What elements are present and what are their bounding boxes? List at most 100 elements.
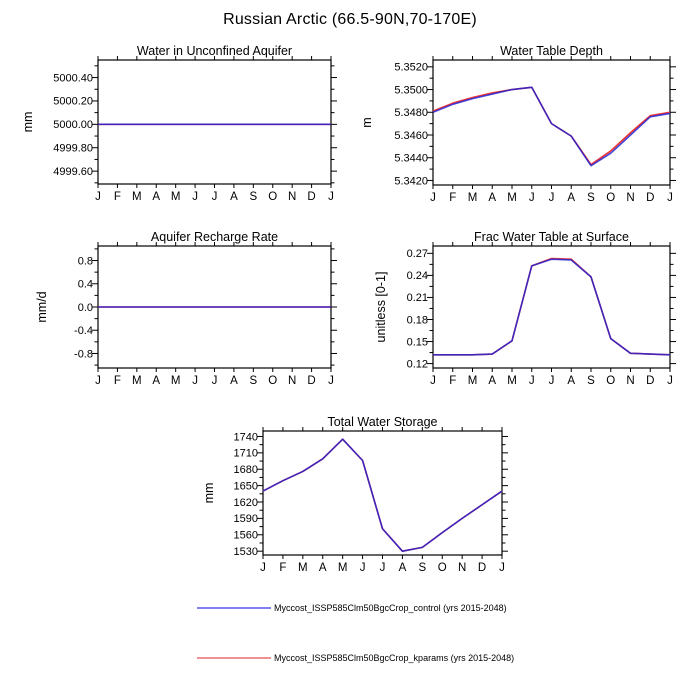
panel-title: Frac Water Table at Surface: [474, 230, 629, 244]
legend-line-swatch-kparams: [197, 657, 271, 659]
y-tick-label: 0.24: [407, 270, 428, 282]
x-tick-label: N: [288, 191, 296, 203]
y-tick-label: 5000.40: [53, 72, 93, 84]
x-tick-label: A: [230, 191, 238, 203]
x-tick-label: O: [606, 192, 615, 204]
x-tick-label: M: [507, 192, 517, 204]
legend-item-control: Myccost_ISSP585Clm50BgcCrop_control (yrs…: [197, 602, 507, 614]
y-tick-label: 1650: [234, 480, 258, 492]
x-tick-label: A: [488, 192, 496, 204]
y-tick-label: 5.3460: [394, 130, 428, 142]
y-tick-label: 0.12: [407, 358, 428, 370]
panel-title: Water in Unconfined Aquifer: [137, 44, 292, 58]
x-tick-label: M: [171, 191, 181, 203]
x-tick-label: D: [646, 192, 654, 204]
y-tick-label: 1710: [234, 448, 258, 460]
x-tick-label: A: [567, 192, 575, 204]
y-tick-label: 1680: [234, 464, 258, 476]
y-tick-label: -0.4: [74, 325, 93, 337]
y-tick-label: 4999.80: [53, 143, 93, 155]
x-tick-label: J: [549, 192, 555, 204]
plot-frame: [97, 59, 332, 185]
x-tick-label: N: [626, 192, 634, 204]
x-tick-label: J: [499, 562, 505, 574]
x-tick-label: A: [488, 375, 496, 387]
x-tick-label: N: [458, 562, 466, 574]
y-axis-title: unitless [0-1]: [374, 272, 388, 343]
y-tick-label: 4999.60: [53, 166, 93, 178]
x-tick-label: M: [298, 562, 308, 574]
y-tick-label: 1560: [234, 530, 258, 542]
y-tick-label: 5.3520: [394, 62, 428, 74]
y-tick-label: 0.15: [407, 336, 428, 348]
page-title: Russian Arctic (66.5-90N,70-170E): [223, 11, 477, 28]
x-tick-label: J: [212, 375, 218, 387]
y-tick-label: 1620: [234, 497, 258, 509]
y-tick-label: 0.8: [78, 255, 93, 267]
x-tick-label: J: [667, 375, 673, 387]
x-tick-label: D: [307, 191, 315, 203]
x-tick-label: M: [171, 375, 181, 387]
series-line: [262, 438, 503, 552]
y-tick-label: 0.4: [78, 279, 93, 291]
x-tick-label: O: [438, 562, 447, 574]
x-tick-label: F: [449, 192, 456, 204]
x-tick-label: J: [430, 375, 436, 387]
legend-label: Myccost_ISSP585Clm50BgcCrop_control (yrs…: [274, 603, 507, 613]
x-tick-label: D: [307, 375, 315, 387]
x-tick-label: J: [192, 191, 198, 203]
y-tick-label: 0.21: [407, 292, 428, 304]
x-tick-label: J: [328, 191, 334, 203]
series-line: [432, 86, 671, 166]
legend-line-swatch-control: [197, 607, 271, 609]
x-tick-label: M: [132, 375, 142, 387]
x-tick-label: J: [667, 192, 673, 204]
y-tick-label: 0.0: [78, 302, 93, 314]
legend-label: Myccost_ISSP585Clm50BgcCrop_kparams (yrs…: [274, 653, 515, 663]
x-tick-label: J: [260, 562, 266, 574]
x-tick-label: F: [279, 562, 286, 574]
y-axis-title: mm: [21, 112, 35, 133]
x-tick-label: M: [132, 191, 142, 203]
x-tick-label: O: [268, 191, 277, 203]
chart-water-in-unconfined-aquifer: J F M A M J J A S O N D J4999.604999.805000.005000.2…: [21, 44, 337, 203]
x-tick-label: A: [152, 191, 160, 203]
y-tick-label: 0.18: [407, 314, 428, 326]
chart-frac-water-table-at-surface: J F M A M J J A S O N D J0.120.150.180.210.240.27Fra…: [374, 230, 676, 387]
x-tick-label: F: [449, 375, 456, 387]
x-tick-label: J: [95, 191, 101, 203]
panel-title: Aquifer Recharge Rate: [151, 230, 278, 244]
chart-total-water-storage: J F M A M J J A S O N D J153015601590162016501680171…: [202, 415, 508, 574]
x-tick-label: S: [249, 375, 257, 387]
x-tick-label: N: [288, 375, 296, 387]
x-tick-label: M: [468, 192, 478, 204]
x-tick-label: J: [529, 192, 535, 204]
panel-title: Total Water Storage: [327, 415, 437, 429]
x-tick-label: J: [529, 375, 535, 387]
x-tick-label: J: [430, 192, 436, 204]
y-tick-label: 1530: [234, 546, 258, 558]
x-tick-label: M: [468, 375, 478, 387]
x-tick-label: N: [626, 375, 634, 387]
y-tick-label: 5.3440: [394, 153, 428, 165]
y-tick-label: 5000.20: [53, 96, 93, 108]
x-tick-label: J: [380, 562, 386, 574]
plot-frame: [262, 430, 503, 556]
x-tick-label: S: [587, 192, 595, 204]
x-tick-label: M: [338, 562, 348, 574]
x-tick-label: D: [646, 375, 654, 387]
x-tick-label: J: [360, 562, 366, 574]
legend-item-kparams: Myccost_ISSP585Clm50BgcCrop_kparams (yrs…: [197, 652, 514, 664]
x-tick-label: A: [319, 562, 327, 574]
y-axis-title: mm/d: [35, 291, 49, 322]
y-axis-title: mm: [202, 483, 216, 504]
x-tick-label: J: [328, 375, 334, 387]
y-tick-label: 5.3500: [394, 84, 428, 96]
y-tick-label: 5.3480: [394, 107, 428, 119]
y-tick-label: 5000.00: [53, 119, 93, 131]
y-tick-label: 5.3420: [394, 175, 428, 187]
series-line: [262, 438, 503, 552]
